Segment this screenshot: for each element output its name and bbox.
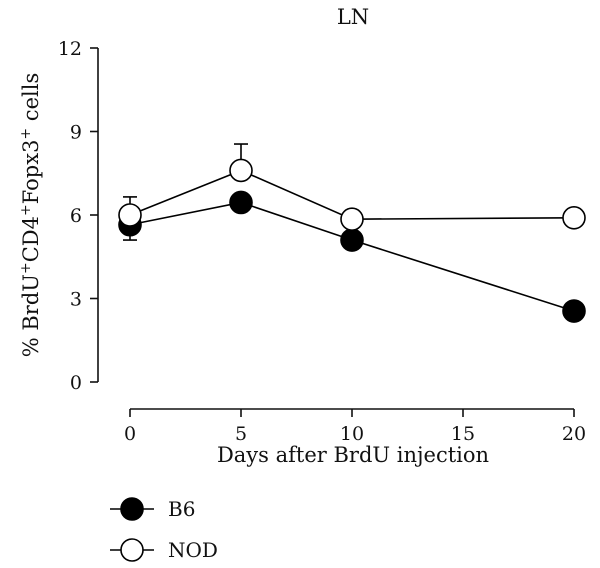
- legend-label-b6: B6: [168, 497, 195, 521]
- data-point-nod: [118, 203, 142, 227]
- x-tick-label: 20: [562, 423, 586, 445]
- x-tick-label: 10: [340, 423, 364, 445]
- y-axis-title-part: +: [18, 262, 34, 274]
- x-tick-label: 15: [451, 423, 475, 445]
- tick-layer: 0 3 6 9 12 0 5 10 15 20: [58, 38, 586, 445]
- series-line-b6: [129, 201, 575, 312]
- data-point-b6: [562, 299, 586, 323]
- y-axis-title: % BrdU+CD4+Fopx3+ cells: [18, 73, 43, 358]
- legend-marker-nod: [120, 538, 144, 562]
- y-axis-title-part: +: [18, 204, 34, 216]
- y-tick-label: 6: [70, 205, 82, 227]
- y-axis-title-part: cells: [19, 73, 43, 128]
- y-axis-title-part: Fopx3: [19, 140, 43, 205]
- x-tick-label: 5: [235, 423, 247, 445]
- legend: B6 NOD: [110, 497, 218, 562]
- chart-title: LN: [337, 5, 369, 29]
- y-tick-label: 9: [70, 122, 82, 144]
- series-line-nod: [129, 169, 575, 220]
- data-point-b6: [340, 228, 364, 252]
- data-point-nod: [562, 205, 586, 230]
- x-tick-label: 0: [124, 423, 136, 445]
- x-axis-title: Days after BrdU injection: [217, 443, 489, 467]
- legend-label-nod: NOD: [168, 538, 218, 562]
- y-axis-title-part: % BrdU: [19, 274, 43, 357]
- y-axis-title-part: +: [18, 128, 34, 140]
- y-tick-label: 0: [70, 372, 82, 394]
- y-tick-label: 3: [70, 289, 82, 311]
- legend-marker-b6: [120, 497, 144, 521]
- data-point-nod: [229, 158, 253, 183]
- series-layer: [118, 143, 586, 323]
- y-axis-title-part: CD4: [19, 216, 43, 262]
- data-point-nod: [340, 207, 364, 231]
- data-point-b6: [229, 190, 253, 215]
- y-tick-label: 12: [58, 38, 82, 60]
